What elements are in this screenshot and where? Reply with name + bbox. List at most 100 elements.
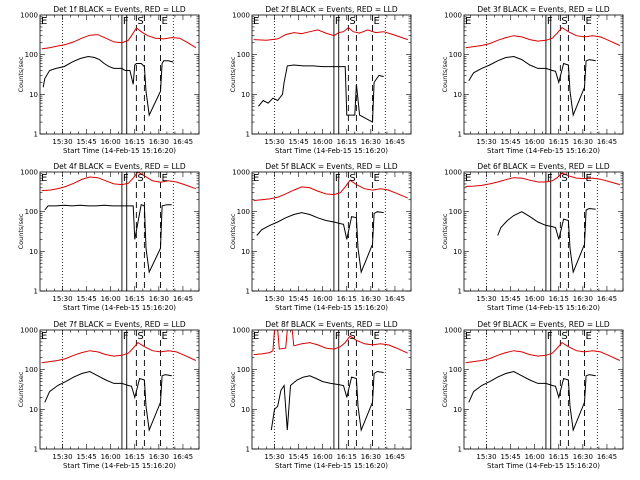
series-events-line (44, 370, 172, 433)
marker-label-e: E (161, 331, 167, 342)
x-axis-label: Start Time (14-Feb-15 15:16:20) (63, 147, 176, 155)
panel-det-2: 1 10 100 1000 15:30 15:45 16:00 16:15 16:30 16:45… (229, 5, 412, 155)
x-axis-label: Start Time (14-Feb-15 15:16:20) (275, 304, 388, 312)
y-tick-label: 100 (25, 51, 38, 59)
x-tick-label: 16:00 (313, 138, 333, 146)
marker-label-f: F (547, 173, 553, 184)
x-tick-label: 15:30 (264, 295, 284, 303)
x-tick-label: 16:30 (573, 453, 593, 461)
x-tick-label: 16:45 (597, 138, 617, 146)
marker-label-f: F (335, 16, 341, 27)
x-tick-label: 16:00 (525, 295, 545, 303)
marker-label-e: E (585, 16, 591, 27)
panel-det-6: 1 10 100 1000 15:30 15:45 16:00 16:15 16:30 16:45… (441, 162, 624, 312)
panel-title: Det 3f BLACK = Events, RED = LLD (477, 5, 610, 14)
y-axis-label: Counts/sec (229, 213, 237, 249)
y-tick-label: 1000 (232, 12, 250, 20)
y-axis-label: Counts/sec (229, 371, 237, 407)
marker-label-e-corner: E (253, 173, 259, 184)
y-axis-ticks (464, 16, 623, 135)
y-axis-label: Counts/sec (17, 371, 25, 407)
plot-frame (251, 14, 412, 135)
x-tick-label: 16:45 (385, 138, 405, 146)
plot-frame (251, 329, 412, 450)
y-tick-label: 1 (246, 288, 250, 296)
marker-label-s: S (137, 173, 143, 184)
y-axis-label: Counts/sec (17, 56, 25, 92)
x-tick-label: 16:45 (173, 295, 193, 303)
y-tick-label: 100 (449, 366, 462, 374)
x-tick-label: 15:45 (500, 295, 520, 303)
y-axis-ticks (464, 331, 623, 450)
x-tick-label: 16:30 (149, 295, 169, 303)
x-tick-label: 16:15 (549, 453, 569, 461)
series-events-line (256, 211, 384, 275)
x-tick-label: 16:15 (337, 138, 357, 146)
y-axis-ticks (252, 16, 411, 135)
y-tick-label: 10 (241, 406, 250, 414)
x-tick-label: 16:15 (125, 295, 145, 303)
y-tick-label: 10 (241, 91, 250, 99)
marker-label-e-corner: E (253, 16, 259, 27)
marker-label-e-corner: E (465, 173, 471, 184)
x-tick-label: 15:30 (52, 453, 72, 461)
y-tick-label: 100 (449, 208, 462, 216)
x-tick-label: 16:30 (361, 138, 381, 146)
x-tick-label: 16:15 (549, 138, 569, 146)
plot-frame (463, 171, 624, 292)
series-events-line (258, 64, 384, 123)
x-tick-label: 15:30 (476, 138, 496, 146)
x-tick-label: 16:45 (597, 453, 617, 461)
y-tick-label: 1 (34, 131, 38, 139)
marker-label-e-corner: E (41, 331, 47, 342)
plot-frame (463, 329, 624, 450)
y-tick-label: 1 (34, 288, 38, 296)
panel-det-8: 1 10 100 1000 15:30 15:45 16:00 16:15 16:30 16:45… (229, 320, 412, 470)
marker-label-f: F (547, 331, 553, 342)
y-tick-label: 10 (29, 248, 38, 256)
y-tick-label: 1 (34, 446, 38, 454)
series-lld-line (41, 27, 197, 50)
panel-det-7: 1 10 100 1000 15:30 15:45 16:00 16:15 16:30 16:45… (17, 320, 200, 470)
series-events-line (270, 370, 384, 433)
series-events-line (468, 370, 596, 433)
x-tick-label: 15:30 (476, 453, 496, 461)
marker-label-e-corner: E (41, 173, 47, 184)
y-tick-label: 10 (29, 406, 38, 414)
y-tick-label: 10 (453, 91, 462, 99)
marker-label-e: E (373, 331, 379, 342)
x-tick-label: 15:30 (52, 138, 72, 146)
series-lld-line (465, 172, 620, 187)
x-axis-label: Start Time (14-Feb-15 15:16:20) (275, 147, 388, 155)
y-tick-label: 100 (237, 208, 250, 216)
series-events-line (42, 55, 174, 117)
x-tick-label: 16:00 (525, 138, 545, 146)
x-tick-label: 15:30 (264, 138, 284, 146)
x-tick-label: 15:45 (76, 453, 96, 461)
y-axis-label: Counts/sec (441, 371, 449, 407)
x-tick-label: 16:00 (101, 295, 121, 303)
marker-label-f: F (547, 16, 553, 27)
marker-label-e-corner: E (41, 16, 47, 27)
y-axis-label: Counts/sec (17, 213, 25, 249)
x-tick-label: 16:00 (313, 295, 333, 303)
marker-label-s: S (137, 16, 143, 27)
y-tick-label: 1 (246, 131, 250, 139)
series-lld-line (465, 26, 621, 49)
x-tick-label: 16:00 (101, 138, 121, 146)
panel-title: Det 1f BLACK = Events, RED = LLD (53, 5, 186, 14)
y-tick-label: 1000 (20, 12, 38, 20)
x-tick-label: 15:45 (288, 295, 308, 303)
x-tick-label: 16:00 (101, 453, 121, 461)
x-tick-label: 16:15 (125, 453, 145, 461)
series-lld-line (253, 330, 409, 356)
series-lld-line (253, 26, 408, 41)
x-tick-label: 16:15 (549, 295, 569, 303)
x-tick-label: 16:30 (149, 138, 169, 146)
x-tick-label: 16:15 (337, 453, 357, 461)
x-axis-label: Start Time (14-Feb-15 15:16:20) (63, 304, 176, 312)
marker-label-s: S (349, 331, 355, 342)
marker-label-e-corner: E (465, 16, 471, 27)
panel-det-4: 1 10 100 1000 15:30 15:45 16:00 16:15 16:30 16:45… (17, 162, 200, 312)
y-tick-label: 100 (25, 208, 38, 216)
